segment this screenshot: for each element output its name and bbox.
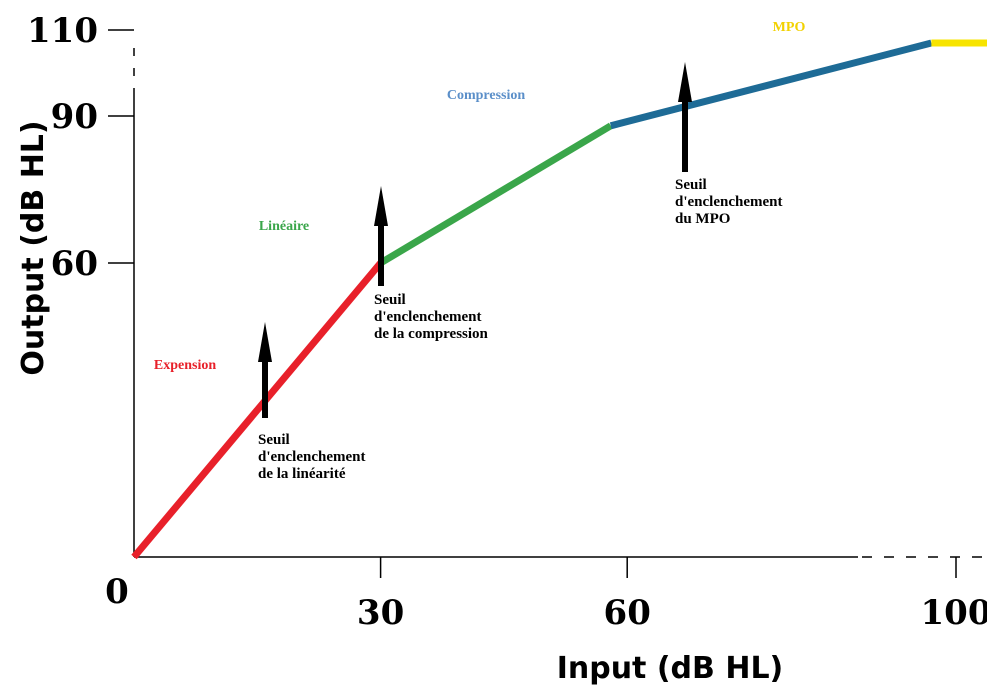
tick-labels: 609011003060100130	[27, 11, 987, 633]
segment-labels: Expension Linéaire Compression MPO	[154, 20, 806, 373]
x-tick-label: 0	[105, 572, 129, 612]
x-tick-label: 60	[604, 593, 651, 633]
annotation-text: Seuil	[675, 177, 707, 193]
annotation-text: Seuil	[258, 432, 290, 448]
y-tick-label: 110	[27, 11, 98, 51]
y-tick-label: 90	[51, 97, 98, 137]
segment-linaire	[378, 122, 613, 267]
arrow-head-icon	[258, 322, 272, 362]
segment-label: MPO	[773, 20, 806, 35]
annotation-text: d'enclenchement	[675, 194, 782, 210]
x-tick-label: 30	[357, 593, 404, 633]
segment-label: Expension	[154, 358, 216, 373]
annotation-text: Seuil	[374, 292, 406, 308]
arrow-head-icon	[678, 62, 692, 102]
axes	[133, 40, 987, 558]
x-axis-title: Input (dB HL)	[557, 651, 784, 686]
annotation-text: d'enclenchement	[374, 309, 481, 325]
annotation-text: de la compression	[374, 326, 489, 342]
segment-compression	[609, 39, 933, 130]
annotation-text: du MPO	[675, 211, 730, 227]
annotation-text: d'enclenchement	[258, 449, 365, 465]
segment-label: Compression	[447, 88, 526, 103]
segment-expension	[131, 260, 384, 560]
segment-label: Linéaire	[259, 219, 309, 234]
y-tick-label: 60	[51, 244, 98, 284]
arrow-head-icon	[374, 186, 388, 226]
annotation-text: de la linéarité	[258, 466, 346, 482]
y-axis-title: Output (dB HL)	[16, 120, 51, 375]
x-tick-label: 100	[921, 593, 987, 633]
curve-segments	[131, 39, 987, 560]
